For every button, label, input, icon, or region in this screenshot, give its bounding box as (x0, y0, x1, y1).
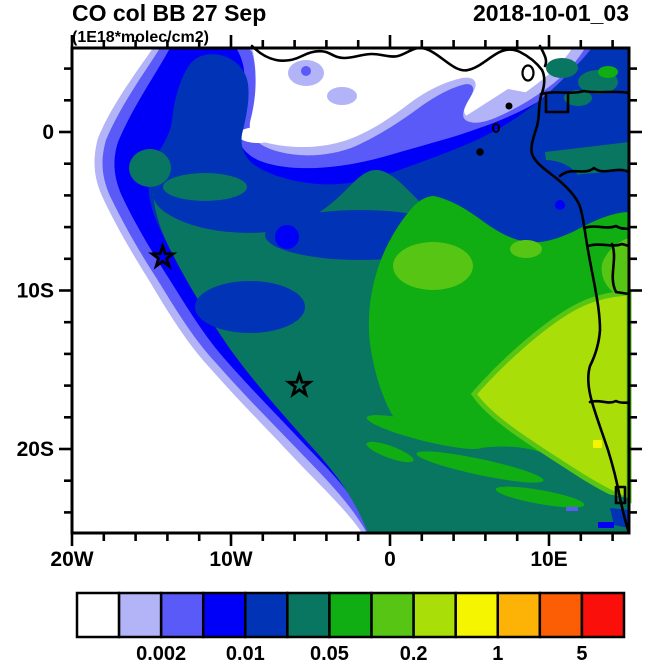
colorbar-cell (538, 591, 584, 639)
gulf-of-guinea-and-west-coast-coastline (250, 44, 631, 535)
y-axis-label: 20S (17, 438, 54, 461)
border-cameroon-south (539, 89, 631, 96)
island-bioko (521, 64, 535, 82)
contour-region-background-white (246, 48, 572, 148)
x-axis-label: 0 (384, 548, 396, 571)
colorbar: 0.002 0.01 0.05 0.2 1 5 (75, 591, 626, 665)
colorbar-cell (117, 591, 163, 639)
border-gabon-congo (558, 166, 631, 178)
plot-timestamp: 2018-10-01_03 (473, 0, 629, 26)
border-angola-namibia (588, 399, 631, 405)
contour-finger-green (366, 441, 414, 463)
contour-finger-green (495, 486, 585, 508)
contour-spot-yellow (593, 440, 602, 448)
colorbar-cell (201, 591, 247, 639)
colorbar-cell (75, 591, 121, 639)
coastline-layer (250, 44, 631, 535)
contour-patch-teal (564, 90, 592, 106)
plot-title: CO col BB 27 Sep (72, 0, 266, 26)
border-angola-interior (610, 242, 631, 296)
colorbar-label: 0.05 (310, 643, 349, 665)
colorbar-cell (454, 591, 500, 639)
island-annobon (476, 148, 484, 156)
border-drc-angola (586, 242, 631, 248)
colorbar-cell (286, 591, 331, 639)
x-axis-label: 10W (209, 548, 252, 571)
contour-patch-teal (546, 58, 578, 78)
contour-patch-teal (129, 149, 171, 187)
island-principe (505, 102, 513, 110)
colorbar-label: 0.002 (136, 643, 186, 665)
contour-patch-lavender-island (327, 87, 357, 105)
contour-corner-blue (598, 522, 614, 528)
contour-field (94, 48, 632, 533)
contour-patch-blue-spot (275, 225, 299, 249)
contour-region-0p2 (470, 290, 632, 504)
contour-patch-blue-spot (555, 200, 565, 210)
colorbar-label: 0.2 (400, 643, 428, 665)
contour-patch-white (238, 127, 278, 143)
x-axis-label: 10E (530, 548, 567, 571)
colorbar-cell (159, 591, 205, 639)
axis-ticks (59, 35, 642, 546)
colorbar-cell (412, 591, 457, 639)
border-equatorial-guinea-box (544, 92, 570, 114)
y-axis-label: 0 (42, 121, 54, 144)
contour-patch-lightgreen (393, 242, 473, 290)
contour-patch-teal (163, 173, 247, 201)
contour-finger-green (416, 451, 544, 483)
contour-patch-green-land (598, 66, 618, 78)
colorbar-cell (244, 591, 289, 639)
contour-patch-violet-dot (301, 66, 311, 76)
star-marker (284, 370, 314, 399)
contour-corner-violet (566, 507, 578, 511)
colorbar-cell (370, 591, 415, 639)
contour-patch-darkblue (195, 281, 305, 333)
border-congo-drc (582, 224, 631, 231)
star-marker (148, 241, 178, 270)
axis-labels: 20W 10W 0 10E 0 10S 20S (17, 121, 568, 571)
contour-patch-lightgreen-coast (601, 238, 629, 296)
plot-units: (1E18*molec/cm2) (72, 29, 209, 46)
fire-source-markers (148, 241, 314, 399)
contour-finger-green (366, 415, 484, 449)
island-sao-tome (492, 123, 500, 133)
colorbar-label: 1 (492, 643, 503, 665)
colorbar-label: 0.01 (226, 643, 265, 665)
colorbar-cell (580, 591, 626, 639)
colorbar-cell (496, 591, 542, 639)
contour-patch-lightgreen (510, 240, 542, 258)
colorbar-cell (328, 591, 373, 639)
y-axis-label: 10S (17, 280, 54, 303)
x-axis-label: 20W (50, 548, 93, 571)
contour-patch-lavender-stripe (458, 89, 540, 126)
colorbar-label: 5 (576, 643, 587, 665)
coast-inlet-box (614, 485, 627, 505)
